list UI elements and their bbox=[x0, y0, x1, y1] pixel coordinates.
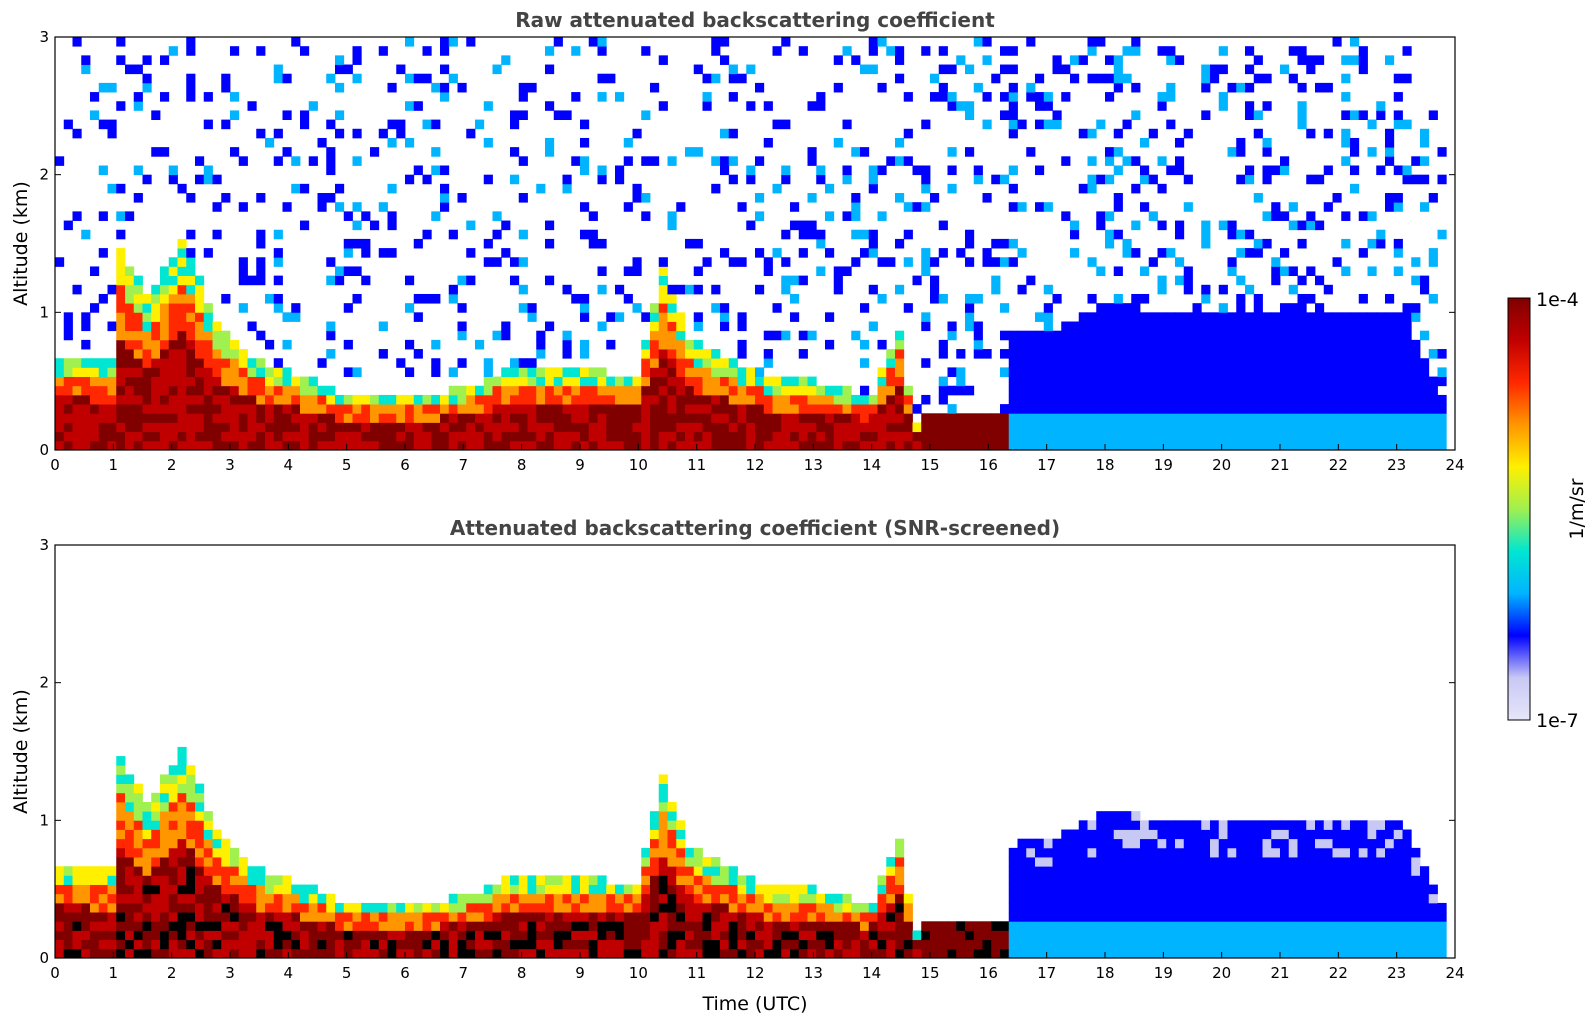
y-tick-label: 1 bbox=[39, 811, 49, 829]
colorbar-unit-label: 1/m/sr bbox=[1566, 478, 1588, 539]
y-axis-label: Altitude (km) bbox=[10, 181, 32, 306]
x-tick-label: 20 bbox=[1212, 456, 1231, 474]
x-tick-label: 22 bbox=[1329, 964, 1348, 982]
x-tick-label: 23 bbox=[1387, 456, 1406, 474]
x-tick-label: 12 bbox=[745, 456, 764, 474]
x-axis: 0 1 2 3 4 5 6 7 8 9 10 11 12 13 14 15 16 17 18 19 20 21 22 23 24 bbox=[50, 444, 1465, 474]
y-tick-label: 1 bbox=[39, 303, 49, 321]
heatmap-layer bbox=[55, 37, 1447, 450]
x-tick-label: 6 bbox=[400, 964, 410, 982]
colorbar-min-label: 1e-7 bbox=[1536, 710, 1579, 732]
y-axis: 0 1 2 3 bbox=[39, 536, 1455, 967]
x-tick-label: 24 bbox=[1445, 456, 1464, 474]
x-tick-label: 4 bbox=[284, 964, 294, 982]
x-tick-label: 2 bbox=[167, 456, 177, 474]
x-tick-label: 13 bbox=[804, 964, 823, 982]
x-tick-label: 7 bbox=[459, 964, 469, 982]
x-tick-label: 18 bbox=[1095, 456, 1114, 474]
chart-title: Raw attenuated backscattering coefficien… bbox=[515, 8, 995, 32]
x-tick-label: 0 bbox=[50, 964, 60, 982]
colorbar: 1e-4 1e-7 1/m/sr bbox=[1507, 289, 1588, 732]
x-tick-label: 5 bbox=[342, 456, 352, 474]
x-tick-label: 11 bbox=[687, 456, 706, 474]
x-tick-label: 17 bbox=[1037, 964, 1056, 982]
x-tick-label: 16 bbox=[979, 456, 998, 474]
y-tick-label: 3 bbox=[39, 28, 49, 46]
x-tick-label: 7 bbox=[459, 456, 469, 474]
x-tick-label: 5 bbox=[342, 964, 352, 982]
chart-panel-screened: Attenuated backscattering coefficient (S… bbox=[10, 516, 1465, 1015]
x-axis: 0 1 2 3 4 5 6 7 8 9 10 11 12 13 14 15 16 17 18 19 20 21 22 23 24 bbox=[50, 952, 1465, 982]
x-tick-label: 1 bbox=[109, 964, 119, 982]
x-tick-label: 1 bbox=[109, 456, 119, 474]
x-tick-label: 24 bbox=[1445, 964, 1464, 982]
x-tick-label: 6 bbox=[400, 456, 410, 474]
x-tick-label: 8 bbox=[517, 456, 527, 474]
x-tick-label: 3 bbox=[225, 456, 235, 474]
x-tick-label: 9 bbox=[575, 456, 585, 474]
colorbar-max-label: 1e-4 bbox=[1536, 289, 1579, 311]
x-tick-label: 20 bbox=[1212, 964, 1231, 982]
y-tick-label: 0 bbox=[39, 949, 49, 967]
x-tick-label: 4 bbox=[284, 456, 294, 474]
x-tick-label: 15 bbox=[920, 456, 939, 474]
x-tick-label: 13 bbox=[804, 456, 823, 474]
x-tick-label: 8 bbox=[517, 964, 527, 982]
x-tick-label: 12 bbox=[745, 964, 764, 982]
x-tick-label: 21 bbox=[1270, 964, 1289, 982]
chart-panel-raw: Raw attenuated backscattering coefficien… bbox=[10, 8, 1465, 474]
x-tick-label: 17 bbox=[1037, 456, 1056, 474]
x-tick-label: 22 bbox=[1329, 456, 1348, 474]
y-axis-label: Altitude (km) bbox=[10, 689, 32, 814]
colorbar-scale bbox=[1507, 297, 1531, 721]
heatmap-layer bbox=[55, 746, 1447, 958]
y-tick-label: 0 bbox=[39, 441, 49, 459]
x-tick-label: 19 bbox=[1154, 964, 1173, 982]
x-tick-label: 16 bbox=[979, 964, 998, 982]
x-tick-label: 11 bbox=[687, 964, 706, 982]
x-tick-label: 10 bbox=[629, 964, 648, 982]
x-tick-label: 10 bbox=[629, 456, 648, 474]
x-tick-label: 14 bbox=[862, 456, 881, 474]
y-tick-label: 2 bbox=[39, 166, 49, 184]
x-tick-label: 14 bbox=[862, 964, 881, 982]
x-tick-label: 15 bbox=[920, 964, 939, 982]
x-tick-label: 9 bbox=[575, 964, 585, 982]
x-tick-label: 0 bbox=[50, 456, 60, 474]
x-tick-label: 21 bbox=[1270, 456, 1289, 474]
x-tick-label: 2 bbox=[167, 964, 177, 982]
x-tick-label: 19 bbox=[1154, 456, 1173, 474]
x-tick-label: 3 bbox=[225, 964, 235, 982]
y-tick-label: 3 bbox=[39, 536, 49, 554]
y-axis: 0 1 2 3 bbox=[39, 28, 1455, 459]
y-tick-label: 2 bbox=[39, 674, 49, 692]
x-axis-label: Time (UTC) bbox=[701, 993, 807, 1015]
chart-title: Attenuated backscattering coefficient (S… bbox=[450, 516, 1060, 540]
x-tick-label: 18 bbox=[1095, 964, 1114, 982]
x-tick-label: 23 bbox=[1387, 964, 1406, 982]
